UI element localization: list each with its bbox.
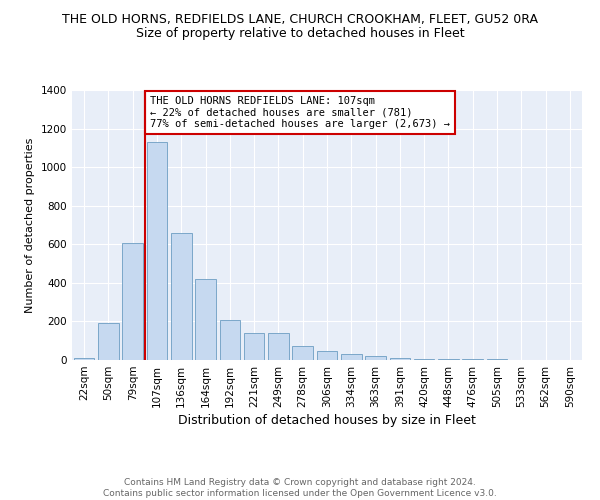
Bar (195, 279, 216, 360)
Bar (122, 244, 143, 360)
X-axis label: Distribution of detached houses by size in Fleet: Distribution of detached houses by size … (178, 414, 476, 427)
Bar (171, 232, 191, 360)
Bar (74, 358, 94, 360)
Bar (365, 356, 386, 360)
Bar (98, 324, 119, 360)
Bar (292, 346, 313, 360)
Text: THE OLD HORNS, REDFIELDS LANE, CHURCH CROOKHAM, FLEET, GU52 0RA: THE OLD HORNS, REDFIELDS LANE, CHURCH CR… (62, 12, 538, 26)
Text: THE OLD HORNS REDFIELDS LANE: 107sqm
← 22% of detached houses are smaller (781)
: THE OLD HORNS REDFIELDS LANE: 107sqm ← 2… (150, 96, 450, 129)
Bar (341, 354, 362, 360)
Bar (244, 333, 265, 360)
Bar (414, 359, 434, 360)
Y-axis label: Number of detached properties: Number of detached properties (25, 138, 35, 312)
Bar (146, 142, 167, 360)
Text: Contains HM Land Registry data © Crown copyright and database right 2024.
Contai: Contains HM Land Registry data © Crown c… (103, 478, 497, 498)
Bar (268, 333, 289, 360)
Bar (389, 358, 410, 360)
Bar (317, 352, 337, 360)
Bar (220, 320, 240, 360)
Text: Size of property relative to detached houses in Fleet: Size of property relative to detached ho… (136, 28, 464, 40)
